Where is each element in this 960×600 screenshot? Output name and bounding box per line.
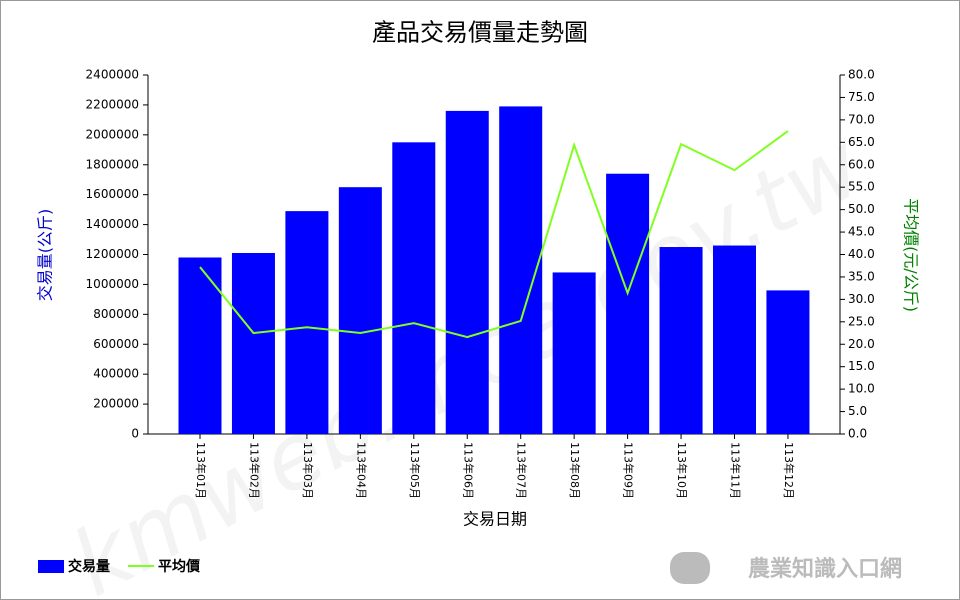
y-tick-label: 1400000	[86, 217, 139, 231]
y-tick-label: 800000	[93, 307, 139, 321]
bar	[445, 110, 489, 435]
chart-title: 產品交易價量走勢圖	[372, 19, 588, 47]
y-tick-label: 1800000	[86, 157, 139, 171]
bar	[178, 257, 222, 434]
x-tick-label: 113年12月	[782, 442, 796, 499]
x-tick-label: 113年09月	[622, 442, 636, 499]
bar	[285, 211, 329, 434]
bar	[392, 142, 436, 434]
bar	[659, 247, 703, 434]
y2-tick-label: 65.0	[848, 135, 875, 149]
y2-tick-label: 70.0	[848, 112, 875, 126]
x-tick-label: 113年06月	[461, 442, 475, 499]
y2-tick-label: 80.0	[848, 68, 875, 82]
logo-text: 農業知識入口網	[748, 556, 902, 582]
y-tick-label: 600000	[93, 337, 139, 351]
x-axis-label: 交易日期	[463, 510, 527, 529]
y2-tick-label: 50.0	[848, 202, 875, 216]
y2-tick-label: 60.0	[848, 157, 875, 171]
y-tick-label: 1600000	[86, 187, 139, 201]
x-tick-label: 113年10月	[675, 442, 689, 499]
logo-icon	[670, 552, 710, 584]
legend-label: 平均價	[158, 558, 201, 575]
y2-tick-label: 55.0	[848, 180, 875, 194]
y-tick-label: 400000	[93, 367, 139, 381]
x-tick-label: 113年07月	[515, 442, 529, 499]
bar	[338, 187, 382, 434]
line	[199, 130, 789, 339]
y2-tick-label: 20.0	[848, 337, 875, 351]
y2-tick-label: 10.0	[848, 382, 875, 396]
y2-tick-label: 25.0	[848, 314, 875, 328]
legend-swatch	[38, 560, 64, 573]
x-tick-label: 113年05月	[408, 442, 422, 499]
y2-tick-label: 0.0	[848, 427, 867, 441]
y-tick-label: 0	[131, 427, 139, 441]
y-tick-label: 1200000	[86, 247, 139, 261]
x-tick-label: 113年02月	[247, 442, 261, 499]
y-tick-label: 1000000	[86, 277, 139, 291]
y2-tick-label: 5.0	[848, 404, 867, 418]
x-tick-label: 113年01月	[194, 442, 208, 499]
y-tick-label: 2000000	[86, 127, 139, 141]
y-tick-label: 2400000	[86, 68, 139, 82]
bar	[606, 173, 650, 434]
bar	[499, 106, 543, 434]
y2-tick-label: 75.0	[848, 90, 875, 104]
bar	[231, 253, 275, 434]
y-tick-label: 2200000	[86, 97, 139, 111]
y2-tick-label: 45.0	[848, 225, 875, 239]
bar	[713, 245, 756, 434]
y2-axis-label: 平均價(元/公斤)	[902, 198, 921, 312]
x-tick-label: 113年08月	[568, 442, 582, 499]
legend-label: 交易量	[68, 558, 110, 575]
y2-tick-label: 30.0	[848, 292, 875, 306]
y2-tick-label: 35.0	[848, 269, 875, 283]
x-tick-label: 113年03月	[301, 442, 315, 499]
y2-tick-label: 15.0	[848, 359, 875, 373]
x-tick-label: 113年11月	[729, 442, 743, 499]
bar	[552, 272, 596, 434]
y2-tick-label: 40.0	[848, 247, 875, 261]
y-axis-label: 交易量(公斤)	[36, 209, 55, 302]
bar	[766, 290, 810, 434]
x-tick-label: 113年04月	[354, 442, 368, 499]
y-tick-label: 200000	[93, 397, 139, 411]
